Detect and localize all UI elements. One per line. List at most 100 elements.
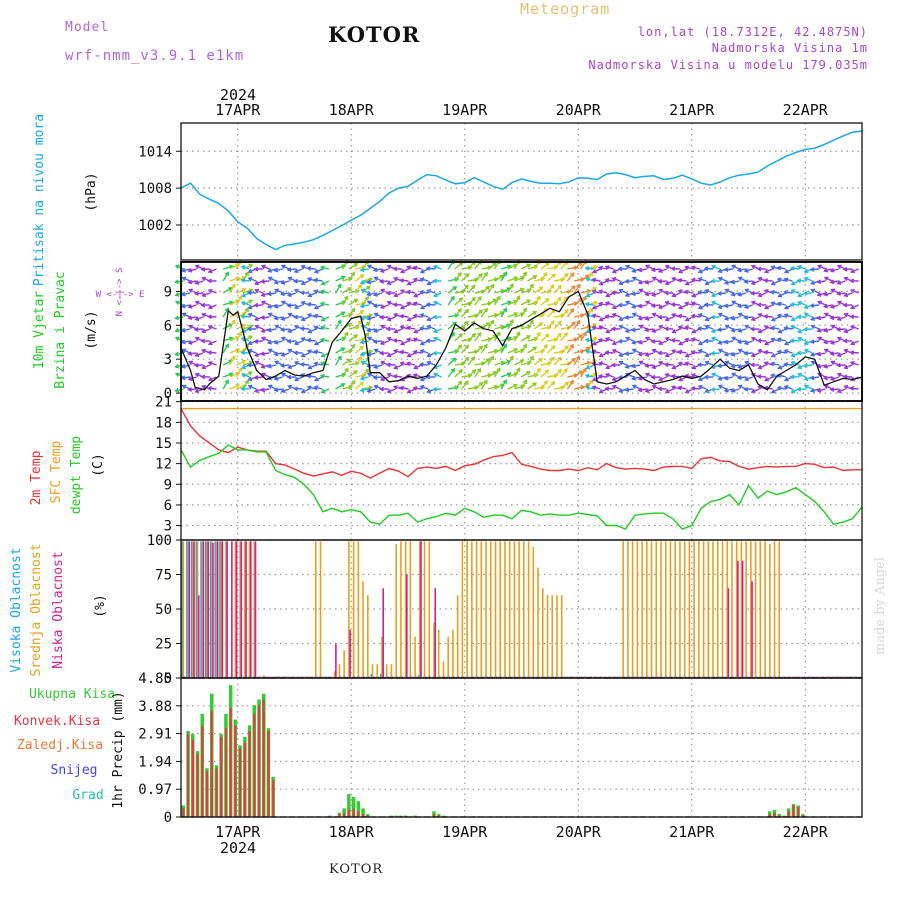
wind-arrow-head	[783, 277, 789, 282]
wind-arrow-head	[690, 265, 696, 271]
wind-arrow-head	[372, 292, 378, 297]
wind-arrow-head	[353, 298, 359, 303]
wind-arrow-head	[286, 338, 292, 344]
wind-arrow-head	[823, 384, 829, 389]
y-tick-label: 1002	[138, 218, 172, 234]
wind-arrow-head	[502, 271, 507, 276]
wind-arrow-head	[604, 350, 610, 355]
wind-arrow-head	[293, 268, 299, 274]
wind-arrow-head	[783, 361, 788, 367]
wind-arrow-head	[287, 328, 292, 334]
wind-arrow-head	[464, 380, 469, 386]
wind-arrow-head	[393, 365, 399, 370]
wind-arrow	[652, 364, 661, 369]
wind-arrow-head	[509, 283, 514, 288]
wind-arrow-head	[598, 281, 604, 286]
wind-arrow-head	[770, 337, 776, 342]
wind-compass-label: W <-|-> E	[96, 290, 145, 300]
wind-arrow-head	[502, 343, 507, 348]
wind-arrow-head	[200, 374, 206, 380]
wind-arrow-head	[598, 265, 603, 271]
wind-arrow	[533, 358, 543, 366]
wind-arrow	[520, 371, 530, 378]
wind-arrow-head	[803, 384, 809, 389]
wind-arrow-head	[194, 316, 200, 321]
wind-arrow-head	[822, 375, 828, 381]
wind-arrow-head	[597, 337, 603, 343]
wind-arrow-head	[663, 362, 669, 368]
wind-arrow-head	[248, 299, 254, 304]
wind-arrow-head	[710, 328, 716, 334]
wind-arrow	[500, 272, 507, 282]
wind-arrow-head	[372, 267, 378, 273]
wind-arrow-head	[244, 379, 249, 384]
wind-arrow	[573, 370, 583, 378]
wind-arrow-head	[585, 329, 591, 334]
wind-arrow-head	[366, 300, 372, 305]
wind-arrow-head	[631, 348, 637, 353]
wind-arrow-head	[406, 353, 412, 358]
wind-arrow-head	[823, 267, 828, 273]
wind-arrow-head	[207, 278, 212, 284]
wind-arrow-head	[405, 361, 411, 367]
wind-arrow-head	[489, 319, 495, 325]
wind-arrow	[580, 368, 587, 378]
page-title: KOTOR	[328, 22, 421, 47]
wind-arrow-head	[379, 268, 385, 273]
wind-arrow-head	[664, 373, 670, 378]
wind-arrow-head	[359, 351, 365, 357]
wind-arrow-head	[366, 372, 372, 377]
wind-arrow-head	[711, 336, 716, 342]
wind-arrow-head	[526, 335, 531, 340]
wind-arrow-head	[293, 340, 299, 346]
date-tick-label-top: 18APR	[329, 101, 375, 119]
wind-arrow	[560, 296, 568, 306]
wind-arrow-head	[598, 389, 604, 394]
wind-arrow-head	[783, 269, 789, 274]
conv-precip-bar	[797, 807, 800, 817]
wind-arrow-head	[248, 263, 254, 269]
wind-arrow	[474, 382, 483, 390]
wind-arrow-head	[829, 315, 835, 321]
wind-arrow-head	[399, 385, 405, 391]
wind-arrow-head	[557, 284, 563, 290]
wind-arrow-head	[716, 291, 722, 296]
wind-arrow	[573, 334, 583, 342]
wind-arrow-head	[313, 305, 319, 310]
wind-arrow-head	[313, 325, 319, 331]
wind-arrow	[229, 312, 240, 318]
wind-arrow-head	[366, 264, 372, 269]
wind-arrow	[242, 325, 253, 330]
wind-arrow	[573, 350, 584, 354]
wind-arrow-head	[373, 312, 379, 317]
conv-precip-bar	[768, 814, 771, 817]
wind-arrow	[341, 287, 352, 294]
wind-arrow-head	[280, 388, 286, 393]
wind-arrow-head	[499, 274, 505, 280]
wind-arrow-head	[359, 339, 365, 345]
wind-arrow-head	[611, 304, 617, 310]
wind-arrow	[474, 346, 483, 354]
wind-arrow-head	[359, 375, 365, 381]
wind-arrow-head	[337, 283, 342, 288]
wind-arrow-head	[373, 348, 379, 353]
wind-arrow-head	[373, 328, 378, 333]
wind-arrow-head	[817, 372, 822, 377]
wind-arrow-head	[750, 280, 756, 286]
date-tick-label-top: 22APR	[783, 101, 829, 119]
wind-arrow-head	[273, 267, 279, 273]
wind-arrow	[513, 332, 521, 342]
wind-arrow	[500, 287, 511, 294]
wind-arrow-head	[684, 361, 689, 366]
wind-arrow-head	[624, 278, 630, 284]
wind-arrow-head	[560, 277, 566, 283]
wind-arrow-head	[457, 344, 463, 349]
wind-arrow-head	[273, 303, 279, 309]
wind-arrow-head	[464, 273, 470, 278]
wind-arrow-head	[763, 289, 769, 294]
wind-arrow	[487, 320, 494, 330]
wind-arrow-head	[829, 268, 835, 273]
wind-arrow-head	[790, 281, 796, 286]
wind-arrow-head	[540, 276, 546, 282]
wind-arrow	[242, 361, 253, 366]
